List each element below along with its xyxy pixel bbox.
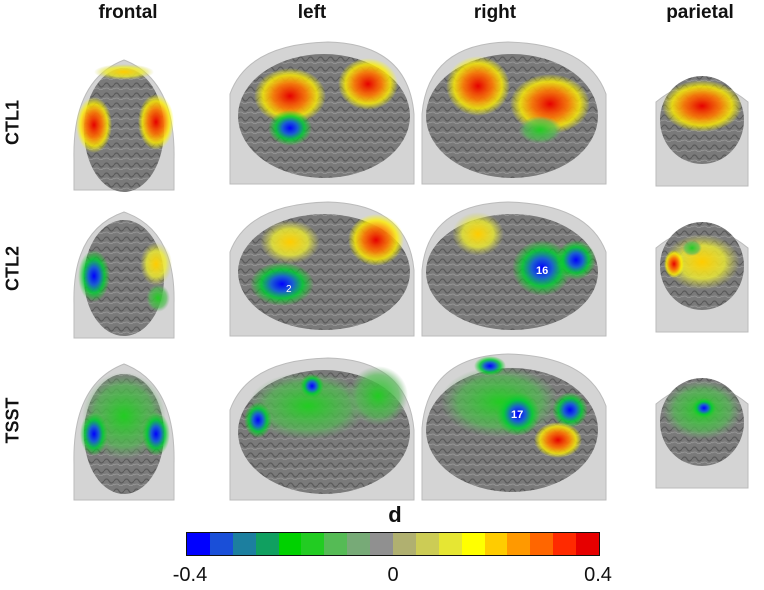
- column-header-right: right: [473, 2, 517, 23]
- colorbar-swatch: [553, 533, 577, 555]
- colorbar-swatch: [278, 533, 302, 555]
- channel-label-ctl2-left: 2: [286, 284, 292, 295]
- brain-ctl1-right: [420, 34, 608, 190]
- brain-ctl1-parietal: [652, 62, 752, 192]
- row-header-tsst: TSST: [2, 397, 23, 444]
- brain-ctl2-parietal: [652, 208, 752, 338]
- colorbar-swatch: [415, 533, 439, 555]
- brain-ctl2-frontal: [64, 204, 184, 344]
- channel-label-tsst-right: 17: [511, 409, 523, 421]
- colorbar-swatch: [576, 533, 600, 555]
- row-header-ctl2: CTL2: [2, 246, 23, 291]
- colorbar-swatch: [301, 533, 325, 555]
- colorbar-swatch: [324, 533, 348, 555]
- brain-ctl1-left: [228, 34, 416, 190]
- brain-tsst-parietal: [652, 364, 752, 494]
- column-header-frontal: frontal: [98, 2, 158, 23]
- colorbar-swatch: [393, 533, 416, 555]
- brain-ctl1-frontal: [64, 50, 184, 200]
- colorbar-swatch: [370, 533, 394, 555]
- colorbar-swatch: [187, 533, 210, 555]
- colorbar-swatch: [438, 533, 462, 555]
- colorbar-swatch: [347, 533, 371, 555]
- brain-tsst-frontal: [64, 356, 184, 506]
- colorbar-title: d: [388, 502, 402, 527]
- channel-label-ctl2-right: 16: [536, 265, 548, 277]
- column-header-left: left: [297, 2, 327, 23]
- row-header-ctl1: CTL1: [2, 100, 23, 145]
- brain-tsst-left: [228, 350, 416, 506]
- colorbar-swatch: [209, 533, 233, 555]
- brain-tsst-right: 17: [420, 346, 608, 506]
- colorbar: [186, 532, 600, 556]
- colorbar-swatch: [484, 533, 508, 555]
- column-header-parietal: parietal: [666, 2, 734, 23]
- brain-ctl2-right: 16: [420, 196, 608, 342]
- colorbar-swatch: [461, 533, 485, 555]
- colorbar-swatch: [255, 533, 279, 555]
- colorbar-swatch: [232, 533, 256, 555]
- colorbar-tick-zero: 0: [387, 564, 399, 586]
- colorbar-tick-max: 0.4: [584, 564, 612, 586]
- brain-ctl2-left: 2: [228, 196, 416, 342]
- colorbar-tick-min: -0.4: [172, 564, 208, 586]
- colorbar-swatch: [530, 533, 554, 555]
- colorbar-swatch: [507, 533, 531, 555]
